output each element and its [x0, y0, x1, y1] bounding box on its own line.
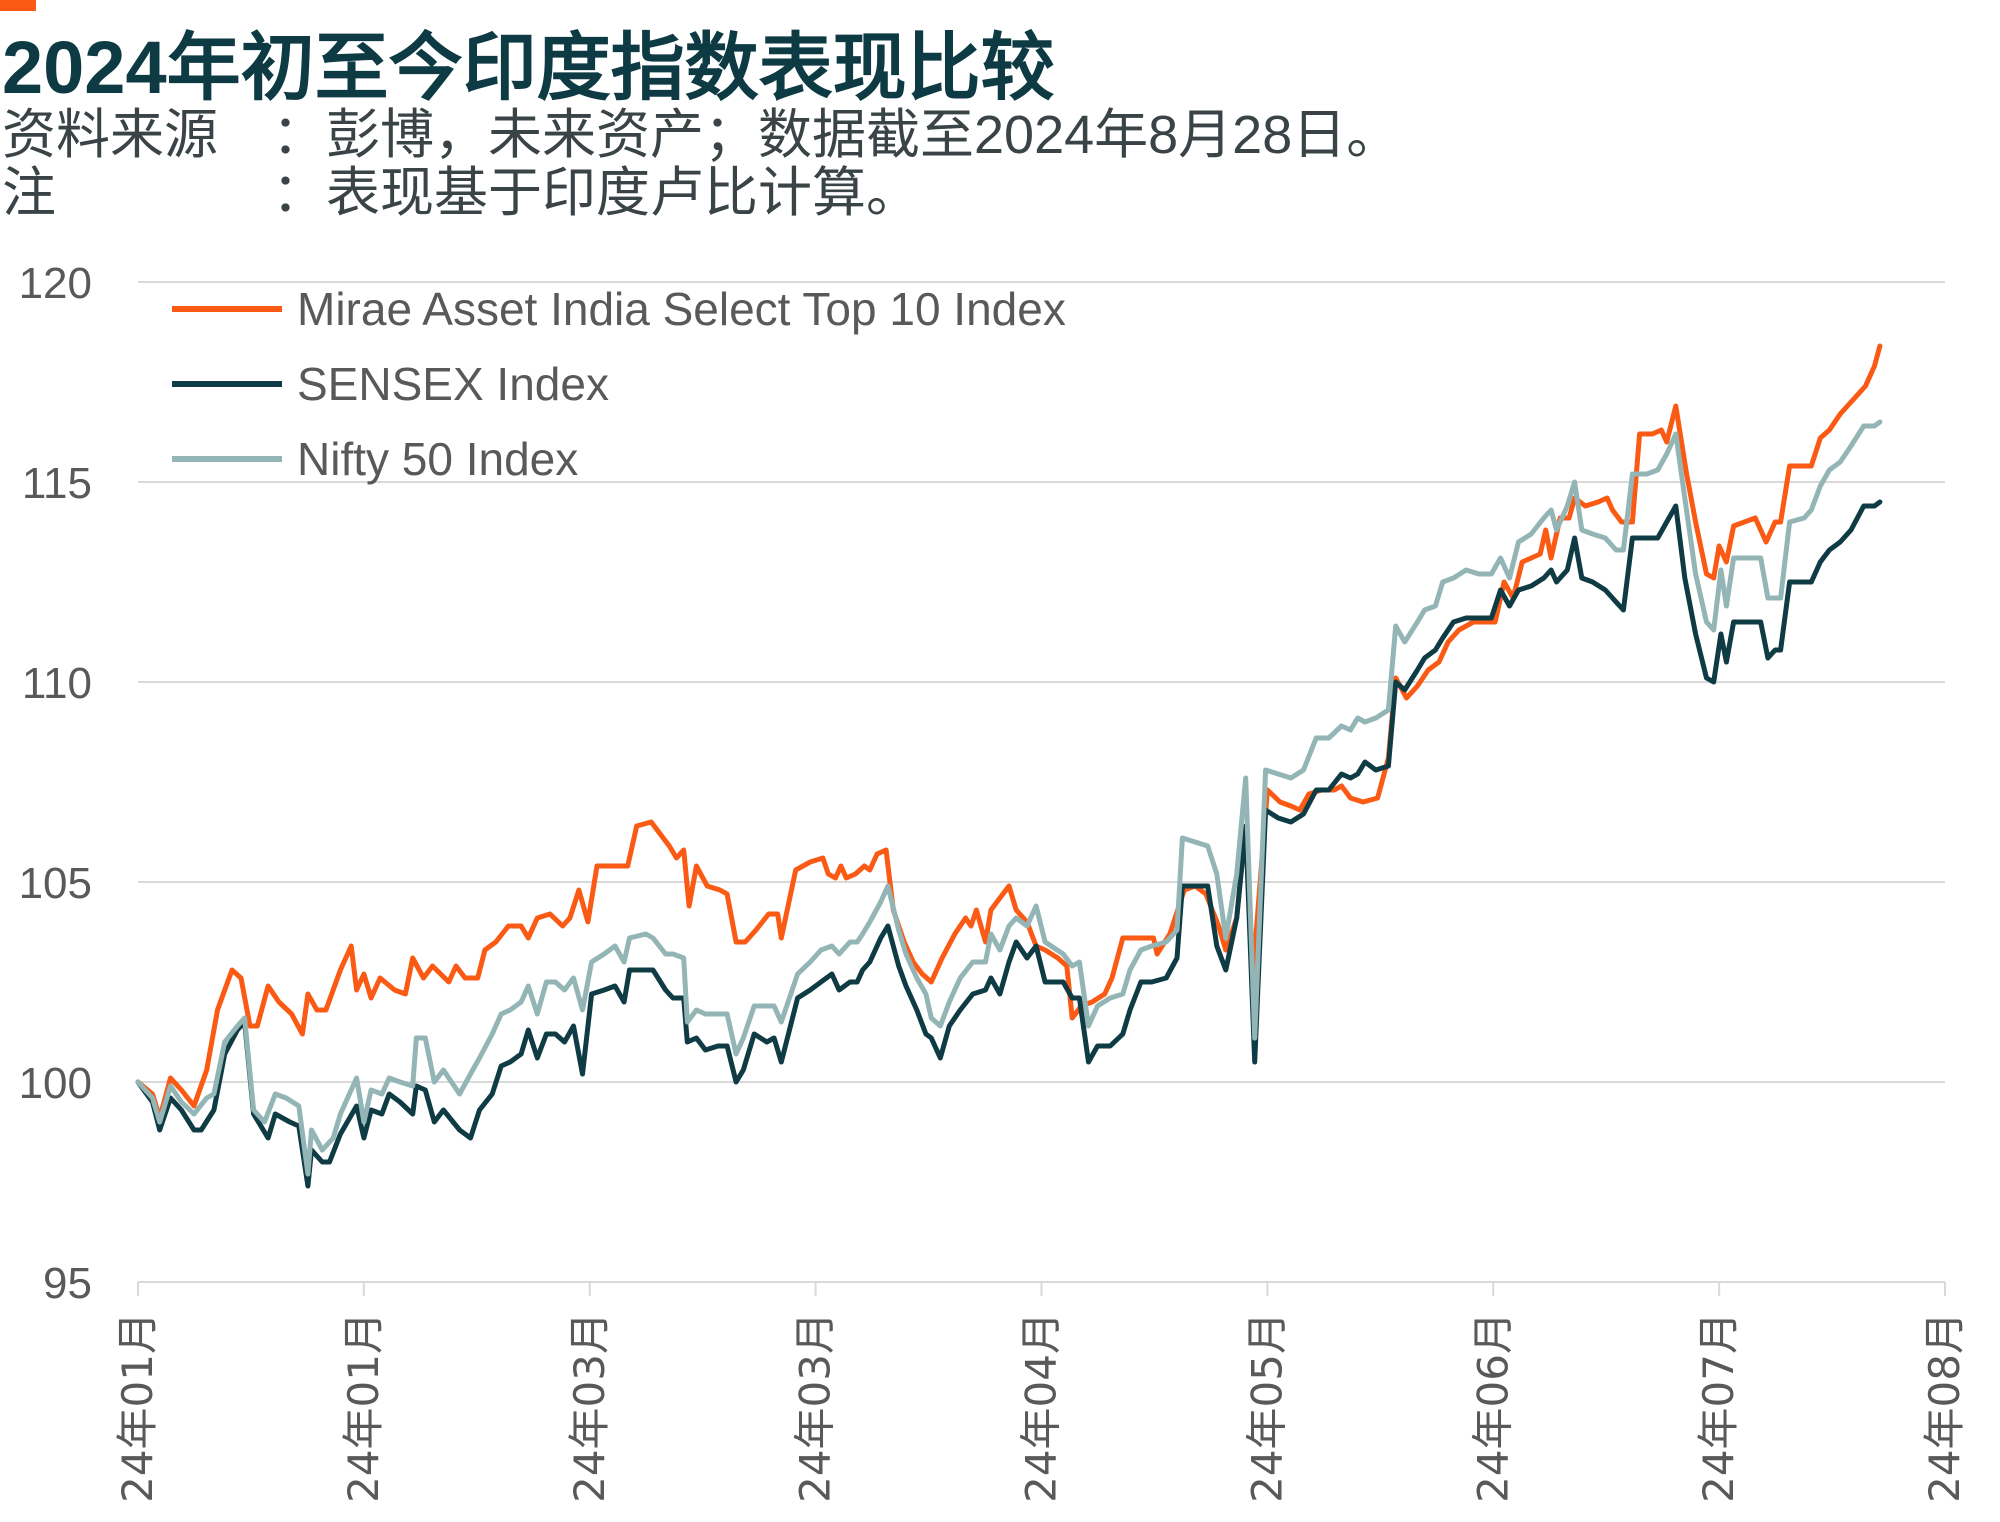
source-row: 资料来源 ：彭博，未来资产；数据截至2024年8月28日。: [2, 104, 1400, 166]
x-tick-label: 24年01月: [339, 1312, 388, 1503]
note-row: 注 ：表现基于印度卢比计算。: [2, 162, 920, 224]
legend-label: Mirae Asset India Select Top 10 Index: [297, 283, 1066, 335]
chart-title: 2024年初至今印度指数表现比较: [2, 26, 1055, 109]
source-text: ：彭博，未来资产；数据截至2024年8月28日。: [272, 105, 1401, 165]
series-line-2: [135, 499, 1883, 1189]
source-label: 资料来源: [2, 105, 218, 165]
note-label: 注: [2, 163, 56, 223]
note-text: ：表现基于印度卢比计算。: [272, 163, 920, 223]
x-tick-label: 24年03月: [565, 1312, 614, 1503]
x-tick-label: 24年05月: [1242, 1312, 1291, 1503]
y-tick-label: 110: [22, 659, 92, 708]
y-tick-label: 100: [19, 1059, 92, 1108]
y-tick-label: 105: [19, 859, 92, 908]
x-tick-label: 24年06月: [1468, 1312, 1517, 1503]
x-tick-label: 24年07月: [1694, 1312, 1743, 1503]
legend-label: SENSEX Index: [297, 358, 609, 410]
x-tick-label: 24年01月: [113, 1312, 162, 1503]
x-tick-label: 24年03月: [791, 1312, 840, 1503]
legend-label: Nifty 50 Index: [297, 433, 578, 485]
y-tick-label: 115: [22, 459, 92, 508]
series-line-3: [135, 419, 1883, 1177]
series-line-1: [135, 343, 1883, 1121]
x-tick-label: 24年08月: [1920, 1312, 1969, 1503]
accent-bar: [0, 0, 36, 11]
y-tick-label: 95: [43, 1259, 92, 1308]
y-tick-label: 120: [19, 259, 92, 308]
x-tick-label: 24年04月: [1017, 1312, 1066, 1503]
